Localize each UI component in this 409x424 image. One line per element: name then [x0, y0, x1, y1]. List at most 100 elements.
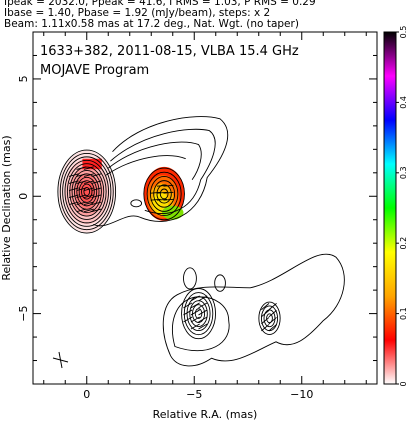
core-evpa-vector	[76, 180, 87, 184]
core-evpa-vector	[83, 173, 94, 177]
core-contour	[64, 159, 109, 224]
core-contour	[66, 163, 107, 220]
southern-knot-a-evpa-vector	[190, 316, 200, 323]
core-evpa-vector	[91, 173, 102, 177]
island-contour	[130, 199, 143, 208]
southern-knot-a-evpa-vector	[198, 302, 208, 309]
core-evpa-vector	[91, 187, 102, 191]
core-evpa-vector	[76, 187, 87, 191]
colorbar-tick-label: 0.5	[399, 26, 408, 39]
plot-frame	[32, 31, 378, 385]
southern-knot-a-evpa-vector	[183, 316, 193, 323]
southern-knot-b-evpa-vector	[261, 317, 270, 325]
southern-region-contour	[172, 296, 230, 352]
core-evpa-vector	[68, 180, 79, 184]
core-contour	[76, 176, 98, 207]
y-tick-label: 0	[17, 193, 30, 200]
knot-evpa-vector	[156, 191, 168, 194]
core-contour	[74, 173, 100, 210]
core-polarization-peak	[82, 158, 102, 170]
knot-evpa-vector	[150, 191, 161, 194]
knot-contour	[146, 171, 182, 217]
southern-knot-a-contour	[183, 292, 214, 336]
jet-envelope-contour	[108, 141, 202, 181]
core-evpa-vector	[68, 187, 79, 191]
core-evpa-vector	[83, 208, 94, 213]
southern-knot-a-evpa-vector	[183, 309, 193, 316]
y-tick-label: 5	[17, 75, 30, 82]
southern-knot-b-evpa-vector	[268, 317, 277, 325]
core-evpa-vector	[68, 173, 79, 177]
southern-knot-b-contour	[258, 301, 281, 336]
southern-knot-b-evpa-vector	[261, 303, 270, 311]
colorbar-tick-label: 0	[399, 381, 408, 386]
core-evpa-vector	[91, 194, 102, 198]
knot-evpa-vector	[150, 198, 161, 201]
knot-evpa-vector	[163, 198, 174, 201]
southern-knot-a-evpa-vector	[198, 309, 208, 316]
southern-region-contour	[162, 253, 345, 367]
header-stats-line1: Ipeak = 2032.0, Ppeak = 41.6, I RMS = 1.…	[4, 0, 316, 8]
core-evpa-vector	[76, 194, 87, 198]
knot-contour	[153, 180, 176, 208]
southern-knot-a-contour	[181, 288, 216, 340]
knot-contour	[143, 167, 185, 221]
southern-knot-b-evpa-vector	[268, 310, 277, 318]
jet-envelope-contour	[105, 155, 186, 176]
core-evpa-vector	[83, 166, 94, 170]
knot-evpa-vector	[156, 184, 168, 187]
jet-envelope-contour	[93, 116, 229, 227]
southern-knot-b-evpa-vector	[261, 324, 270, 332]
core-evpa-vector	[68, 194, 79, 198]
chart-title: 1633+382, 2011-08-15, VLBA 15.4 GHz	[40, 44, 299, 59]
southern-knot-a-evpa-vector	[190, 302, 200, 309]
contour-layer	[57, 116, 345, 367]
polarization-vectors	[68, 166, 277, 332]
core-evpa-vector	[91, 208, 102, 213]
core-evpa-vector	[83, 180, 94, 184]
core-evpa-vector	[91, 180, 102, 184]
header-beam-line: Beam: 1.11x0.58 mas at 17.2 deg., Nat. W…	[4, 18, 299, 30]
core-evpa-vector	[83, 201, 94, 206]
y-axis-label: Relative Declination (mas)	[0, 135, 13, 280]
core-evpa-vector	[76, 166, 87, 170]
core-evpa-vector	[91, 201, 102, 206]
southern-knot-b-contour	[263, 309, 276, 328]
island-contour	[214, 274, 226, 292]
core-contour	[81, 183, 93, 200]
core-evpa-vector	[76, 208, 87, 213]
southern-knot-a-evpa-vector	[190, 323, 200, 330]
southern-knot-b-evpa-vector	[268, 303, 277, 311]
core-contour	[62, 156, 112, 227]
core-contour	[59, 153, 114, 231]
core-evpa-vector	[83, 194, 94, 198]
knot-evpa-vector	[163, 184, 174, 187]
core-evpa-vector	[68, 201, 79, 206]
core-evpa-vector	[76, 201, 87, 206]
southern-knot-b-evpa-vector	[268, 324, 277, 332]
knot-contour	[156, 184, 172, 204]
colorbar	[383, 31, 397, 385]
southern-knot-a-evpa-vector	[198, 295, 208, 302]
x-tick-label: −5	[186, 388, 202, 401]
core-contour	[78, 180, 95, 203]
southern-knot-b-evpa-vector	[261, 310, 270, 318]
knot-evpa-vector	[163, 191, 174, 194]
southern-knot-a-evpa-vector	[190, 309, 200, 316]
core-evpa-vector	[83, 187, 94, 191]
knot-evpa-vector	[156, 198, 168, 201]
core-evpa-vector	[76, 173, 87, 177]
jet-envelope-contour	[110, 128, 216, 214]
southern-knot-a-contour	[194, 308, 203, 319]
core-contour	[69, 166, 105, 217]
x-tick-label: 0	[83, 388, 90, 401]
southern-knot-a-evpa-vector	[190, 295, 200, 302]
colorbar-tick-label: 0.1	[399, 307, 408, 320]
southern-knot-a-evpa-vector	[198, 323, 208, 330]
colorbar-tick-label: 0.4	[399, 96, 408, 109]
knot-contour	[149, 175, 179, 212]
axis-ticks: 0 −5 −10 5 0 −5	[17, 32, 377, 401]
x-tick-label: −10	[290, 388, 313, 401]
island-contour	[183, 267, 197, 290]
